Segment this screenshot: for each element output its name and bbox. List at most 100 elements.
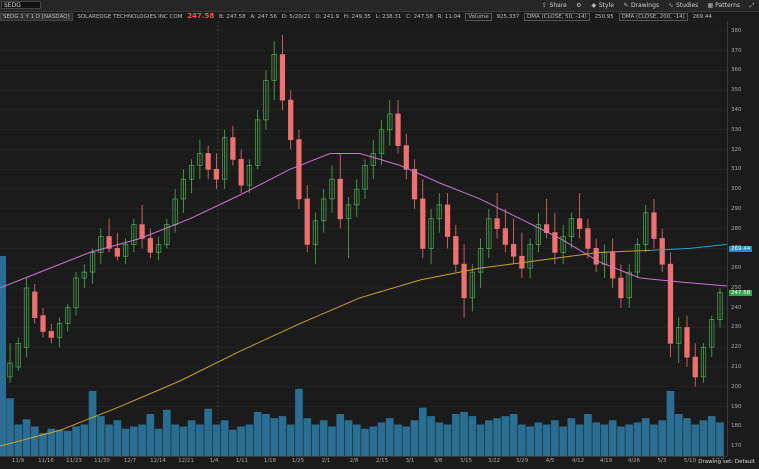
y-tick-label: 330 (731, 126, 742, 133)
candle-body (155, 244, 162, 253)
candle-body (98, 236, 104, 253)
candle-body (197, 153, 203, 166)
candle-body (271, 54, 277, 81)
volume-bar (14, 424, 23, 456)
share-label: Share (549, 2, 567, 9)
settings-button[interactable]: ⚙ (576, 0, 582, 11)
y-tick-label: 170 (731, 443, 742, 450)
volume-bar (617, 426, 625, 456)
y-tick-label: 300 (731, 186, 742, 193)
volume-bar (212, 424, 221, 456)
candle-body (329, 178, 335, 200)
volume-bar (427, 416, 435, 456)
candle-body (73, 277, 79, 309)
volume-bar (262, 414, 270, 456)
candle-body (494, 218, 500, 229)
candle-body (222, 137, 228, 180)
volume-bar (509, 414, 518, 456)
volume-bar (518, 424, 526, 456)
dma50-line (0, 152, 728, 289)
price-chart[interactable] (0, 21, 728, 456)
x-tick-label: 3/8 (433, 458, 443, 464)
chart-canvas[interactable] (0, 21, 728, 456)
x-tick-label: 4/5 (545, 458, 555, 464)
volume-bar (163, 409, 171, 456)
volume-bar (377, 422, 386, 456)
last-price-flag: 247.58 (729, 289, 753, 296)
volume-bar (567, 418, 576, 456)
price-axis[interactable]: 1701801902002102202302402502602702802903… (727, 21, 759, 456)
bid-value: B: 247.58 (218, 14, 246, 20)
patterns-button[interactable]: ▦ Patterns (707, 0, 740, 11)
volume-bar (493, 418, 501, 456)
volume-bar (179, 426, 188, 456)
volume-bar (575, 424, 584, 456)
volume-bar (460, 411, 468, 456)
pen-icon: ✎ (623, 1, 629, 9)
y-tick-label: 180 (731, 423, 742, 430)
studies-button[interactable]: ∿ Studies (668, 0, 699, 11)
candle-body (139, 224, 145, 239)
candle-body (469, 271, 475, 299)
candle-body (238, 159, 244, 186)
candle-body (106, 236, 112, 249)
candle-body (56, 323, 63, 338)
volume-bar (716, 422, 724, 456)
volume-bar (526, 426, 534, 456)
candle-body (618, 277, 624, 299)
candle-body (444, 204, 451, 237)
drawings-button[interactable]: ✎ Drawings (623, 0, 659, 11)
volume-bar (6, 398, 14, 456)
volume-bar (501, 416, 510, 456)
candle-body (552, 232, 558, 253)
y-tick-label: 280 (731, 225, 742, 232)
volume-bar (278, 416, 287, 456)
share-button[interactable]: ⇪ Share (542, 0, 567, 11)
chart-info-bar: SEDG 1 Y 1 D [NASDAQ] SOLAREDGE TECHNOLO… (0, 12, 712, 21)
candle-body (626, 271, 632, 299)
candle-body (296, 139, 302, 200)
y-tick-label: 210 (731, 364, 742, 371)
y-tick-label: 250 (731, 284, 742, 291)
volume-bar (418, 407, 427, 456)
volume-label[interactable]: Volume (465, 13, 492, 21)
candle-body (453, 236, 459, 265)
candle-body (403, 145, 409, 170)
dma50-label[interactable]: DMA (CLOSE, 50, -14) (524, 13, 590, 21)
candle-body (114, 248, 120, 257)
drawing-set-status[interactable]: Drawing set: Default (696, 459, 757, 465)
top-toolbar: SEDG ⇪ Share ⚙ ◆ Style ✎ Drawings ∿ Stud… (0, 0, 759, 12)
period-label[interactable]: SEDG 1 Y 1 D [NASDAQ] (0, 13, 73, 21)
volume-bar (435, 422, 444, 456)
y-tick-label: 340 (731, 106, 742, 113)
volume-bar (385, 418, 394, 456)
volume-bar (666, 390, 675, 456)
toolbar-actions: ⇪ Share ⚙ ◆ Style ✎ Drawings ∿ Studies ▦… (542, 0, 755, 11)
candle-body (535, 224, 541, 245)
symbol-input[interactable]: SEDG (1, 1, 41, 9)
candle-body (593, 248, 599, 265)
maximize-button[interactable]: ⤢ (749, 0, 755, 11)
y-tick-label: 370 (731, 47, 742, 54)
volume-bar (352, 424, 361, 456)
y-tick-label: 380 (731, 27, 742, 34)
volume-bar (625, 424, 634, 456)
style-button[interactable]: ◆ Style (591, 0, 614, 11)
x-tick-label: 4/19 (599, 458, 613, 464)
volume-bar (311, 424, 320, 456)
candle-body (65, 307, 71, 324)
time-axis[interactable]: 11/9 11/16 11/23 11/30 12/7 12/14 12/21 1/4 1/11… (0, 456, 727, 469)
volume-bar (328, 426, 336, 456)
dma200-label[interactable]: DMA (CLOSE, 200, -14) (618, 13, 688, 21)
x-tick-label: 12/7 (123, 458, 137, 464)
x-tick-label: 3/29 (515, 458, 529, 464)
volume-bar (30, 426, 39, 456)
patterns-label: Patterns (715, 2, 740, 9)
candle-body (189, 164, 195, 180)
candle-body (684, 327, 690, 358)
candle-body (81, 271, 87, 279)
y-tick-label: 290 (731, 205, 742, 212)
x-tick-label: 2/1 (321, 458, 331, 464)
volume-bar (658, 420, 667, 456)
volume-bar (319, 420, 328, 456)
